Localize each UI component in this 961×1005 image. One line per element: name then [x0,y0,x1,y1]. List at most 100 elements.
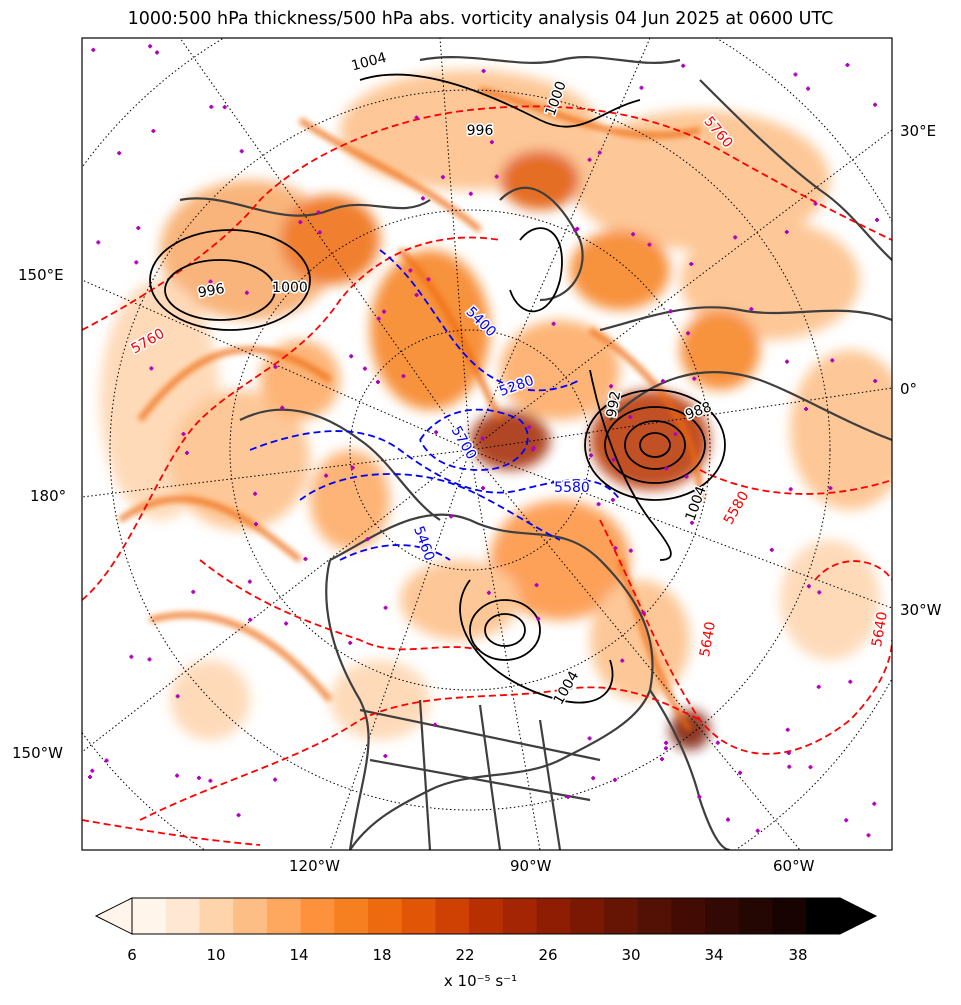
colorbar-tick: 22 [455,946,475,964]
vorticity-blob [260,340,340,420]
pressure-contour [584,389,726,501]
low-marker [690,520,694,525]
vorticity-streak [298,117,482,233]
low-marker [755,828,760,833]
map-frame [81,37,893,851]
latitude-circle [229,209,711,691]
low-marker [481,486,485,491]
colorbar-cell [334,898,369,934]
colorbar-extend-high [839,897,878,935]
low-marker [96,240,101,245]
thickness-contour-cold [339,544,451,561]
low-marker [209,104,214,109]
pressure-contour [459,579,614,704]
thickness-contour-warm [82,819,261,846]
vorticity-streak [137,346,332,422]
coastline [325,559,370,850]
low-marker [873,102,878,107]
thickness-contour-warm [814,560,892,581]
lon-label-150w: 150°W [12,744,63,762]
low-marker [664,740,669,745]
low-marker [612,777,617,782]
low-marker [414,115,419,120]
vorticity-streak [479,87,701,139]
colorbar-cell [806,898,841,934]
meridian-line [469,449,892,609]
low-marker [148,44,153,49]
low-marker [587,157,592,162]
vorticity-blob [370,250,490,410]
thickness-contour-cold [419,408,529,471]
low-marker [844,818,849,823]
vorticity-streak [397,247,503,422]
low-marker [383,605,388,610]
low-marker [175,773,180,778]
low-marker [362,366,367,371]
low-marker [147,657,152,662]
low-marker [136,226,141,230]
pressure-label: 992 [604,390,624,419]
low-marker [317,230,322,235]
low-marker [566,794,570,799]
map-title: 1000:500 hPa thickness/500 hPa abs. vort… [127,9,834,29]
meridian-line [439,38,471,451]
low-marker [534,583,539,588]
low-marker [806,584,811,589]
pressure-contour [624,420,686,470]
lon-label-120w: 120°W [289,857,340,875]
vorticity-blob [780,540,880,660]
colorbar-cell [570,898,605,934]
low-marker [786,751,791,755]
colorbar-unit-label: x 10⁻⁵ s⁻¹ [443,972,518,990]
low-marker [196,775,201,780]
vorticity-blob [490,500,630,620]
low-marker [151,129,156,133]
colorbar-cell [772,898,807,934]
pressure-contour [589,369,672,561]
meridian-line [329,449,471,850]
coastline [599,306,892,332]
low-marker [376,316,381,321]
low-marker [769,547,774,552]
coastline [649,689,731,850]
meridian-line [469,387,892,451]
low-marker [589,453,594,458]
vorticity-blob [680,310,760,390]
low-marker [806,86,811,91]
pressure-label: 996 [467,123,494,139]
pressure-label: 1000 [272,280,308,296]
low-marker [236,813,241,818]
low-marker [830,358,835,363]
low-marker [273,364,278,369]
coastline [179,197,431,217]
low-marker [788,487,793,492]
low-marker [660,379,665,384]
low-marker [681,63,686,68]
latitude-circle [349,329,591,571]
low-marker [597,150,602,155]
colorbar-cell [705,898,740,934]
low-marker [733,235,738,240]
pressure-contour [509,227,563,313]
low-marker [134,260,139,265]
pressure-contour [604,406,706,484]
low-marker [828,486,833,491]
low-marker [531,445,536,450]
thickness-contour-cold [299,473,561,541]
colorbar-cell [368,898,403,934]
latitude-circle [109,89,831,811]
low-marker [872,801,877,806]
low-marker [90,768,95,773]
low-marker [664,466,669,471]
vorticity-blob [790,350,892,510]
thickness-contour-cold [379,249,581,392]
contours [82,73,892,846]
low-marker [155,50,159,55]
colorbar-cell [637,898,673,934]
low-marker [324,473,329,478]
low-marker [813,201,818,206]
meridian-line [82,449,471,498]
vorticity-blob [500,320,620,420]
low-marker [494,174,499,179]
thickness-contour-warm [699,469,892,495]
